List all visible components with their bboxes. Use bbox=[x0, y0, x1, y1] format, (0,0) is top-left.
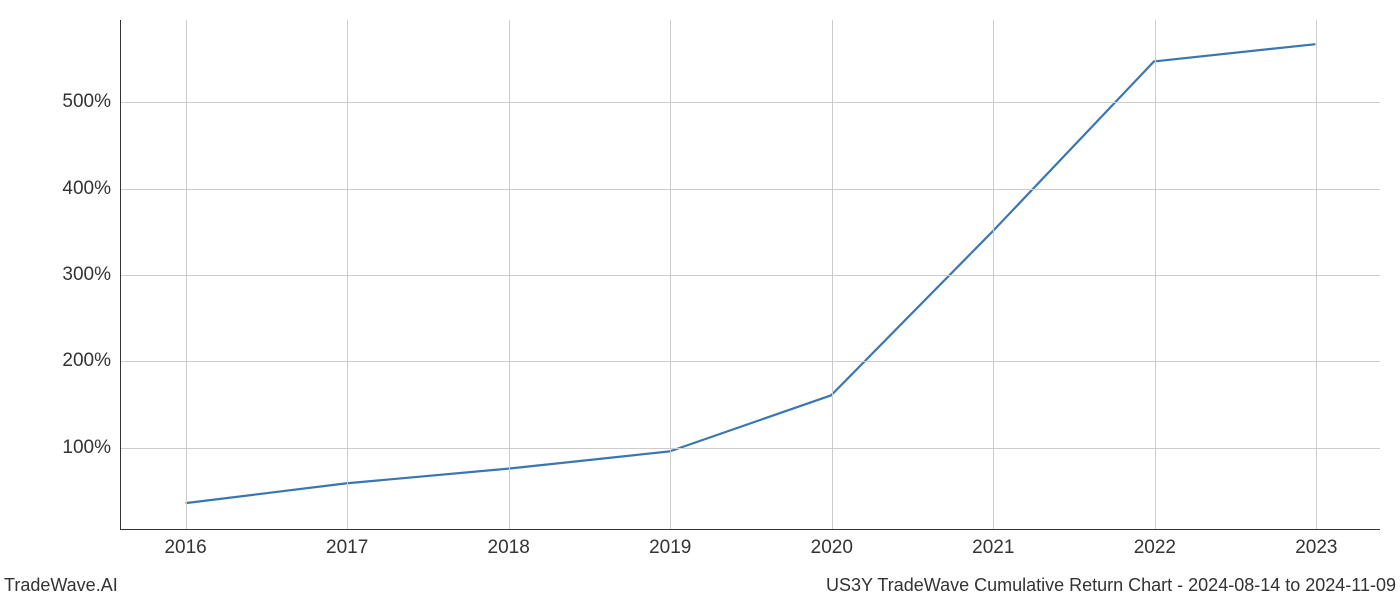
x-tick-label: 2019 bbox=[649, 529, 691, 559]
plot-area: 100%200%300%400%500%20162017201820192020… bbox=[120, 20, 1380, 530]
x-tick-label: 2022 bbox=[1134, 529, 1176, 559]
footer-right-caption: US3Y TradeWave Cumulative Return Chart -… bbox=[826, 575, 1396, 596]
gridline-vertical bbox=[832, 20, 833, 529]
gridline-vertical bbox=[993, 20, 994, 529]
gridline-horizontal bbox=[121, 189, 1380, 190]
gridline-vertical bbox=[186, 20, 187, 529]
y-tick-label: 300% bbox=[62, 264, 121, 286]
gridline-vertical bbox=[347, 20, 348, 529]
x-tick-label: 2020 bbox=[811, 529, 853, 559]
x-tick-label: 2017 bbox=[326, 529, 368, 559]
gridline-vertical bbox=[509, 20, 510, 529]
y-tick-label: 400% bbox=[62, 178, 121, 200]
x-tick-label: 2023 bbox=[1295, 529, 1337, 559]
gridline-vertical bbox=[670, 20, 671, 529]
y-tick-label: 100% bbox=[62, 437, 121, 459]
gridline-horizontal bbox=[121, 102, 1380, 103]
gridline-horizontal bbox=[121, 448, 1380, 449]
return-line-series bbox=[186, 44, 1316, 503]
y-tick-label: 500% bbox=[62, 91, 121, 113]
footer-left-brand: TradeWave.AI bbox=[4, 575, 118, 596]
x-tick-label: 2021 bbox=[972, 529, 1014, 559]
x-tick-label: 2018 bbox=[488, 529, 530, 559]
gridline-horizontal bbox=[121, 275, 1380, 276]
gridline-vertical bbox=[1155, 20, 1156, 529]
gridline-horizontal bbox=[121, 361, 1380, 362]
chart-container: 100% 200% 300% 400% 500% 2016 2017 2018 2019 2020… bbox=[0, 0, 1400, 600]
gridline-vertical bbox=[1316, 20, 1317, 529]
y-tick-label: 200% bbox=[62, 350, 121, 372]
x-tick-label: 2016 bbox=[164, 529, 206, 559]
